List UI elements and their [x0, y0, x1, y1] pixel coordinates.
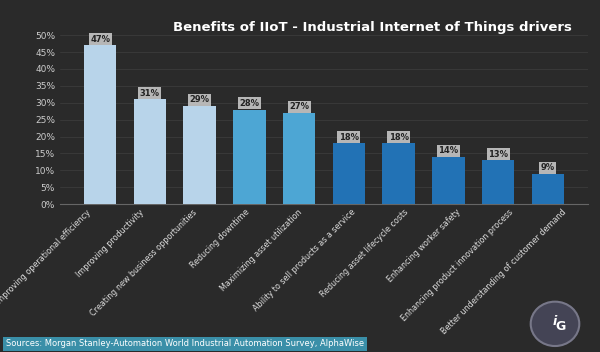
Bar [134, 99, 166, 204]
Text: Enhancing worker safety: Enhancing worker safety [386, 208, 463, 284]
Text: Ability to sell products as a service: Ability to sell products as a service [251, 208, 357, 313]
Text: 29%: 29% [190, 95, 209, 105]
Text: Improving operational efficiency: Improving operational efficiency [0, 208, 93, 307]
Text: Enhancing product innovation process: Enhancing product innovation process [400, 208, 515, 323]
Bar [382, 143, 415, 204]
Text: 14%: 14% [438, 146, 458, 155]
Bar [233, 109, 266, 204]
Text: 31%: 31% [140, 89, 160, 98]
Text: Reducing downtime: Reducing downtime [188, 208, 251, 270]
Text: Improving productivity: Improving productivity [74, 208, 146, 279]
Text: G: G [555, 320, 566, 333]
Text: Creating new business opportunities: Creating new business opportunities [88, 208, 199, 318]
Bar [333, 143, 365, 204]
Bar [84, 45, 116, 204]
Text: 27%: 27% [289, 102, 309, 111]
Text: 18%: 18% [339, 133, 359, 142]
Text: Maximizing asset utilization: Maximizing asset utilization [218, 208, 304, 293]
Text: i: i [553, 315, 557, 328]
Bar [532, 174, 564, 204]
Text: Sources: Morgan Stanley-Automation World Industrial Automation Survey, AlphaWise: Sources: Morgan Stanley-Automation World… [6, 339, 364, 348]
Bar [283, 113, 315, 204]
Bar [432, 157, 464, 204]
Text: 47%: 47% [90, 34, 110, 44]
Text: Better understanding of customer demand: Better understanding of customer demand [440, 208, 568, 336]
Text: 9%: 9% [541, 163, 555, 172]
Text: 13%: 13% [488, 150, 508, 158]
Text: Benefits of IIoT - Industrial Internet of Things drivers: Benefits of IIoT - Industrial Internet o… [173, 21, 571, 34]
Bar [184, 106, 216, 204]
Text: Reducing asset lifecycle costs: Reducing asset lifecycle costs [318, 208, 410, 299]
Bar [482, 160, 514, 204]
Text: 18%: 18% [389, 133, 409, 142]
Text: 28%: 28% [239, 99, 259, 108]
Circle shape [531, 302, 580, 346]
